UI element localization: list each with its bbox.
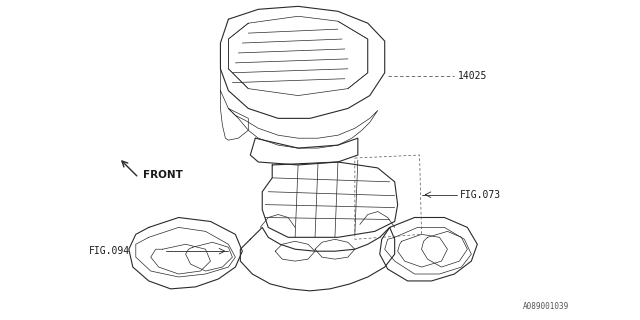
Polygon shape [241, 228, 395, 291]
Polygon shape [422, 231, 467, 267]
Polygon shape [129, 218, 243, 289]
Polygon shape [315, 239, 355, 259]
Polygon shape [262, 162, 397, 237]
Text: 14025: 14025 [458, 71, 487, 81]
Text: FIG.073: FIG.073 [460, 190, 500, 200]
Polygon shape [380, 218, 477, 281]
Polygon shape [151, 244, 211, 274]
Polygon shape [250, 138, 358, 165]
Text: A089001039: A089001039 [523, 302, 569, 311]
Text: FIG.094: FIG.094 [89, 246, 130, 256]
Polygon shape [397, 234, 447, 267]
Polygon shape [220, 6, 385, 118]
Polygon shape [186, 242, 232, 271]
Polygon shape [275, 241, 315, 261]
Text: FRONT: FRONT [143, 170, 182, 180]
